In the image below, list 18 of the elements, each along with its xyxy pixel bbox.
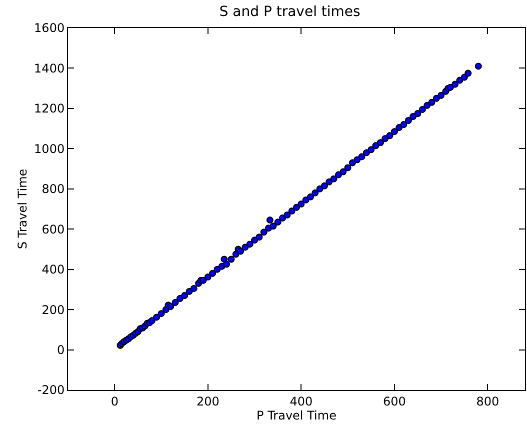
x-axis-title: P Travel Time [256,408,336,422]
y-tick-label: 200 [42,302,65,317]
x-tick-label: 600 [382,394,406,408]
chart-title: S and P travel times [219,4,360,20]
y-tick-label: 0 [56,342,65,357]
y-tick-label: 1000 [34,142,65,156]
y-tick-label: -200 [37,383,65,398]
y-axis-title: S Travel Time [15,168,30,250]
y-tick-label: 400 [42,262,65,277]
x-tick-label: 400 [290,394,313,408]
y-tick-label: 1600 [34,21,65,36]
y-tick-label: 800 [42,182,65,196]
x-tick-label: 0 [110,394,118,408]
x-tick-label: 200 [196,394,220,408]
x-tick-label: 800 [476,394,500,408]
y-tick-label: 1200 [34,102,65,116]
y-tick-label: 600 [42,222,65,236]
y-tick-label: 1400 [34,61,65,76]
